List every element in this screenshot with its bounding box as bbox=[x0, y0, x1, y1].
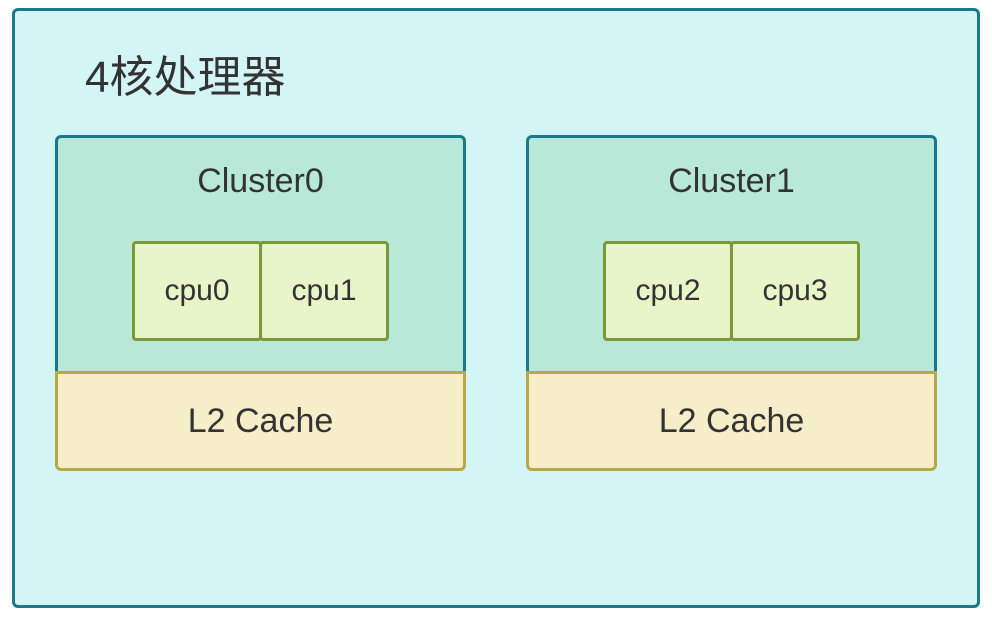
cluster-label-0: Cluster0 bbox=[197, 162, 324, 201]
cluster-top-0: Cluster0 cpu0 cpu1 bbox=[55, 135, 466, 371]
cpu-box-1: cpu1 bbox=[259, 241, 389, 341]
l2-cache-0: L2 Cache bbox=[55, 371, 466, 471]
l2-cache-1: L2 Cache bbox=[526, 371, 937, 471]
cpu-row-0: cpu0 cpu1 bbox=[132, 241, 389, 341]
cluster-block-0: Cluster0 cpu0 cpu1 L2 Cache bbox=[55, 135, 466, 471]
cpu-row-1: cpu2 cpu3 bbox=[603, 241, 860, 341]
cluster-label-1: Cluster1 bbox=[668, 162, 795, 201]
cpu-box-0: cpu0 bbox=[132, 241, 262, 341]
cluster-top-1: Cluster1 cpu2 cpu3 bbox=[526, 135, 937, 371]
processor-container: 4核处理器 Cluster0 cpu0 cpu1 L2 Cache Cluste… bbox=[12, 8, 980, 608]
processor-title: 4核处理器 bbox=[85, 41, 947, 105]
clusters-row: Cluster0 cpu0 cpu1 L2 Cache Cluster1 cpu… bbox=[45, 135, 947, 471]
cpu-box-3: cpu3 bbox=[730, 241, 860, 341]
cluster-block-1: Cluster1 cpu2 cpu3 L2 Cache bbox=[526, 135, 937, 471]
cpu-box-2: cpu2 bbox=[603, 241, 733, 341]
